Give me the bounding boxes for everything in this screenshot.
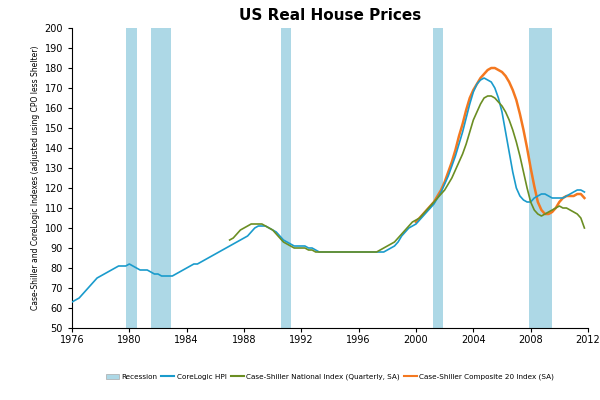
Bar bbox=[281, 28, 292, 328]
Bar bbox=[126, 28, 137, 328]
Bar bbox=[529, 28, 552, 328]
Bar bbox=[151, 28, 171, 328]
Legend: Recession, CoreLogic HPI, Case-Shiller National Index (Quarterly, SA), Case-Shil: Recession, CoreLogic HPI, Case-Shiller N… bbox=[103, 371, 557, 383]
Title: US Real House Prices: US Real House Prices bbox=[239, 8, 421, 23]
Y-axis label: Case-Shiller and CoreLogic Indexes (adjusted using CPO less Shelter): Case-Shiller and CoreLogic Indexes (adju… bbox=[31, 46, 40, 310]
Bar bbox=[433, 28, 443, 328]
